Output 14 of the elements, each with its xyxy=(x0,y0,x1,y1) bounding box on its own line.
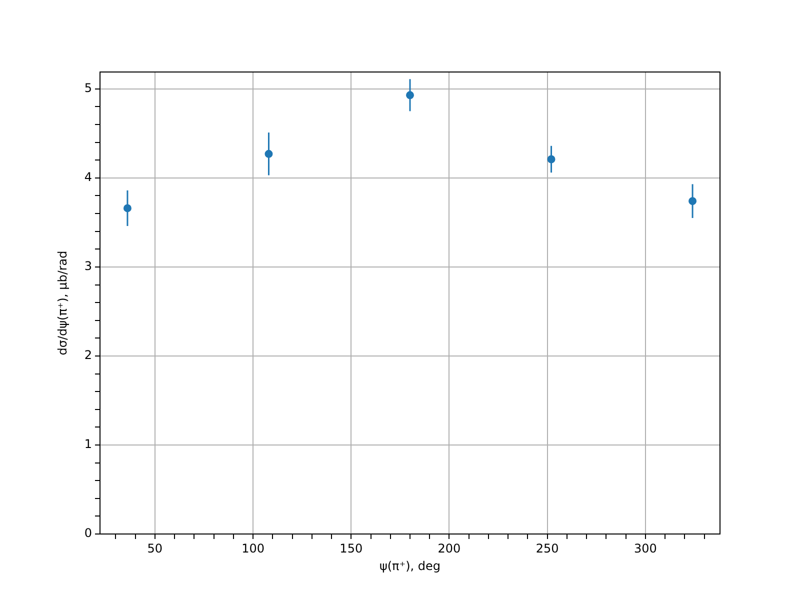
x-tick-label: 250 xyxy=(536,541,559,556)
y-tick-label: 1 xyxy=(84,437,92,452)
x-tick-label: 200 xyxy=(438,541,461,556)
x-tick-label: 300 xyxy=(634,541,657,556)
y-tick-label: 4 xyxy=(84,170,92,184)
x-axis-title: ψ(π⁺), deg xyxy=(379,558,441,573)
x-tick-label: 150 xyxy=(340,541,363,556)
y-tick-label: 5 xyxy=(84,81,92,96)
y-tick-label: 3 xyxy=(84,259,92,274)
y-tick-label: 2 xyxy=(84,348,92,362)
y-tick-label: 0 xyxy=(84,526,92,540)
x-tick-label: 50 xyxy=(147,541,163,556)
x-tick-label: 100 xyxy=(242,541,264,556)
y-axis-title: dσ/dψ(π⁺), μb/rad xyxy=(55,250,70,356)
